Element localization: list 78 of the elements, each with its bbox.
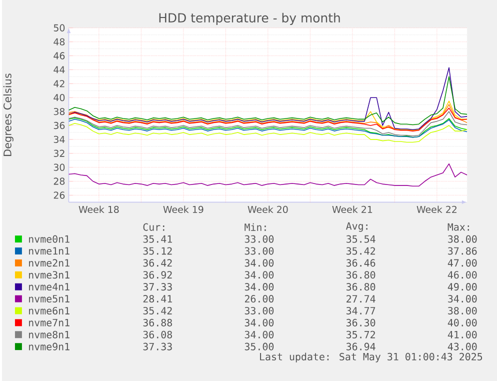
x-tick-label: Week 21 <box>332 205 372 213</box>
text: 35.54 <box>346 235 376 243</box>
text: 36.88 <box>143 318 172 326</box>
x-tick-label: Week 22 <box>416 205 456 213</box>
text: Max: <box>448 223 469 231</box>
text: 36.92 <box>143 270 172 278</box>
text: 35.42 <box>143 306 172 314</box>
text: 35.41 <box>143 235 172 243</box>
text: 36.08 <box>143 330 172 338</box>
x-tick-label: Week 19 <box>163 205 204 213</box>
text: 36.80 <box>346 282 376 290</box>
text: 35.42 <box>346 246 375 255</box>
y-tick-label: 28 <box>54 177 65 185</box>
y-tick-label: 46 <box>54 52 65 60</box>
text: 34.00 <box>244 270 274 278</box>
y-tick-label: 44 <box>54 66 65 73</box>
text: 28.41 <box>143 294 172 302</box>
text: 36.94 <box>346 342 376 350</box>
text: 34.77 <box>346 306 376 314</box>
text: 36.42 <box>143 258 172 266</box>
y-tick-label: 40 <box>54 94 65 101</box>
text: 33.00 <box>244 306 274 314</box>
x-tick-label: Week 20 <box>248 205 288 213</box>
legend-label: nvme7n1 <box>29 318 70 326</box>
chart-title: HDD temperature - by month <box>159 12 340 25</box>
y-tick-label: 34 <box>54 136 65 143</box>
line-series <box>68 67 468 130</box>
text: 26.00 <box>244 294 274 302</box>
text: 35.00 <box>244 342 274 350</box>
y-tick-label: 36 <box>54 122 65 129</box>
text: 33.00 <box>244 246 274 255</box>
text: Min: <box>244 223 266 231</box>
text: 34.00 <box>448 294 477 302</box>
y-axis-title: Degrees Celsius <box>3 73 14 156</box>
text: Avg: <box>346 222 368 232</box>
y-tick-label: 32 <box>54 150 64 157</box>
x-tick-label: Week 18 <box>78 205 119 213</box>
legend-label: nvme1n1 <box>29 247 70 254</box>
text: Cur: <box>143 223 164 231</box>
text: 43.00 <box>448 342 477 350</box>
legend-label: nvme5n1 <box>29 294 70 302</box>
text: 27.74 <box>346 294 376 302</box>
text: Last update: Sat May 31 01:00:43 2025 <box>260 352 482 362</box>
legend-label: nvme3n1 <box>29 270 70 278</box>
text: 46.00 <box>448 270 477 278</box>
legend-label: nvme8n1 <box>29 330 70 338</box>
text: 35.12 <box>143 246 172 255</box>
line-series <box>68 122 468 142</box>
text: 38.00 <box>448 235 477 243</box>
text: 34.00 <box>244 330 274 338</box>
text: 37.33 <box>143 342 172 350</box>
y-tick-label: 42 <box>54 80 64 87</box>
text: 36.80 <box>346 270 376 278</box>
text: 34.00 <box>244 258 274 266</box>
text: 36.46 <box>346 258 376 266</box>
legend-label: nvme4n1 <box>29 282 70 290</box>
y-tick-label: 30 <box>54 164 65 171</box>
legend-label: nvme0n1 <box>29 235 70 243</box>
text: 37.86 <box>448 246 477 255</box>
legend-label: nvme6n1 <box>29 306 70 314</box>
text: 33.00 <box>244 235 274 243</box>
legend-label: nvme2n1 <box>29 258 70 266</box>
text: 49.00 <box>448 282 477 290</box>
text: 36.30 <box>346 318 376 326</box>
text: 38.00 <box>448 306 477 314</box>
text: 35.72 <box>346 330 375 338</box>
text: 40.00 <box>448 318 477 326</box>
y-tick-label: 48 <box>54 38 65 46</box>
legend-label: nvme9n1 <box>29 342 70 350</box>
text: 34.00 <box>244 282 274 290</box>
y-tick-label: 50 <box>54 24 65 32</box>
y-tick-label: 26 <box>54 191 65 199</box>
line-series <box>68 76 468 125</box>
text: 41.00 <box>448 330 477 338</box>
text: 47.00 <box>448 258 477 266</box>
text: 37.33 <box>143 282 172 290</box>
text: 34.00 <box>244 318 274 326</box>
y-tick-label: 38 <box>54 108 65 115</box>
